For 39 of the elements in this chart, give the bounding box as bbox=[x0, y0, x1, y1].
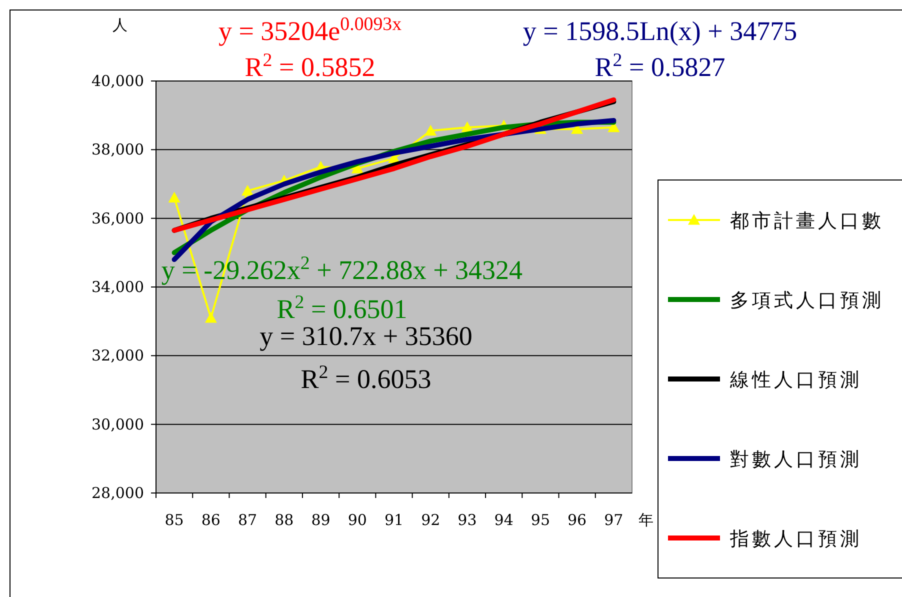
x-tick-label: 85 bbox=[164, 511, 184, 529]
x-tick-label: 93 bbox=[458, 511, 477, 529]
legend-label: 多項式人口預測 bbox=[730, 290, 884, 312]
y-tick-label: 40,000 bbox=[92, 72, 144, 90]
annotation: y = 310.7x + 35360 bbox=[260, 321, 472, 351]
annotation: R$^{2}$ = 0.5827 bbox=[594, 50, 726, 82]
x-tick-label: 95 bbox=[530, 511, 550, 529]
y-tick-label: 28,000 bbox=[92, 484, 144, 502]
x-tick-label: 86 bbox=[201, 511, 220, 529]
x-tick-label: 89 bbox=[311, 511, 330, 529]
legend-label: 指數人口預測 bbox=[729, 528, 862, 550]
x-tick-label: 97 bbox=[604, 511, 624, 529]
legend-label: 線性人口預測 bbox=[729, 369, 862, 391]
x-tick-label: 88 bbox=[274, 511, 294, 529]
point bbox=[168, 192, 180, 203]
x-tick-label: 91 bbox=[384, 511, 404, 529]
y-tick-label: 30,000 bbox=[92, 415, 144, 434]
point bbox=[424, 124, 437, 136]
x-tick-label: 94 bbox=[494, 511, 514, 529]
x-tick-label: 87 bbox=[238, 511, 258, 529]
x-axis-title: 年 bbox=[638, 511, 654, 529]
point bbox=[204, 312, 217, 323]
y-tick-label: 34,000 bbox=[92, 278, 144, 296]
x-tick-label: 90 bbox=[348, 511, 367, 529]
x-tick-label: 96 bbox=[568, 511, 587, 529]
annotation: R$^{2}$ = 0.6053 bbox=[300, 362, 432, 394]
annotation: R$^{2}$ = 0.5852 bbox=[244, 50, 376, 82]
annotation: R$^{2}$ = 0.6501 bbox=[276, 292, 408, 324]
y-axis-title: 人 bbox=[112, 16, 128, 34]
point bbox=[461, 121, 474, 132]
y-tick-label: 36,000 bbox=[92, 209, 144, 228]
y-tick-label: 38,000 bbox=[92, 140, 144, 159]
x-tick-label: 92 bbox=[421, 511, 440, 529]
point bbox=[242, 184, 254, 196]
text: y = 1598.5Ln(x) + 34775 bbox=[522, 16, 798, 46]
text: y = 35204e$^{0.0093x}$ bbox=[218, 14, 402, 46]
y-tick-label: 32,000 bbox=[92, 346, 144, 365]
legend-label: 都市計畫人口數 bbox=[730, 210, 884, 232]
legend-label: 對數人口預測 bbox=[730, 448, 862, 470]
